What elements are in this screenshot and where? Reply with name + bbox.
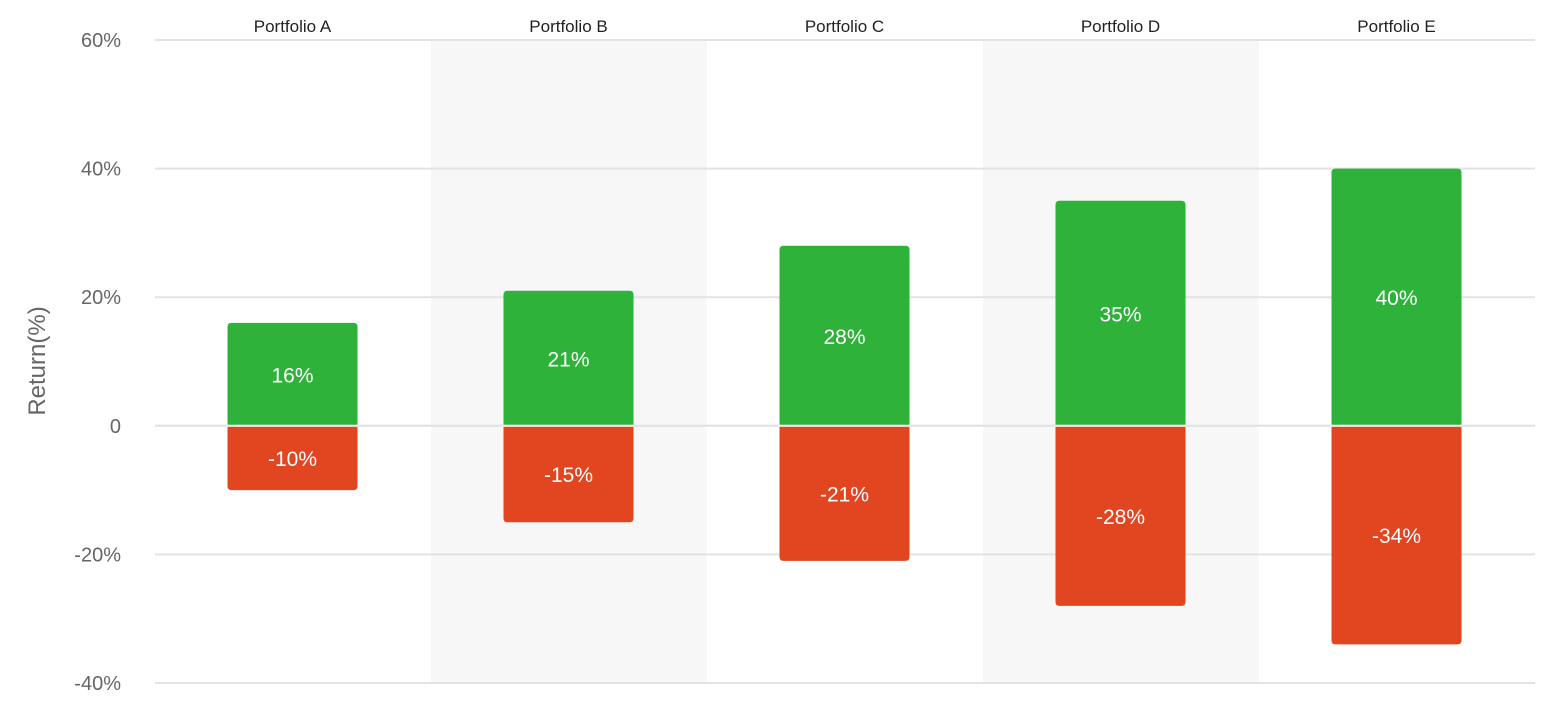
bar-value-label: 35% — [1099, 303, 1141, 326]
positive-bar — [1055, 200, 1186, 426]
positive-bar — [227, 322, 358, 426]
category-label: Portfolio A — [254, 17, 332, 36]
y-axis-title: Return(%) — [24, 306, 51, 415]
bar-value-label: 16% — [271, 364, 313, 387]
y-axis-ticks: 60% 40% 20% 0 -20% -40% — [74, 30, 121, 695]
y-tick-label: -20% — [74, 544, 121, 566]
category-labels: Portfolio A Portfolio B Portfolio C Portfol… — [254, 17, 1436, 36]
negative-bar — [503, 425, 634, 523]
category-label: Portfolio E — [1357, 17, 1435, 36]
positive-bar — [779, 245, 910, 426]
bar-value-label: 40% — [1375, 287, 1417, 310]
negative-bar — [779, 425, 910, 561]
bar-value-label: -15% — [544, 464, 593, 487]
bar-value-label: -28% — [1096, 506, 1145, 529]
negative-bar — [1055, 425, 1186, 606]
y-tick-label: 20% — [81, 287, 121, 309]
negative-bar — [1331, 425, 1462, 645]
category-label: Portfolio B — [529, 17, 607, 36]
bars — [227, 168, 1462, 645]
y-tick-label: 60% — [81, 30, 121, 52]
bar-value-labels: 16% 21% 28% 35% 40% -10% -15% -21% -28% -34% — [268, 287, 1421, 548]
bar-value-label: 28% — [823, 326, 865, 349]
positive-bar — [1331, 168, 1462, 426]
bar-value-label: -34% — [1372, 525, 1421, 548]
y-tick-label: 0 — [110, 416, 121, 438]
category-label: Portfolio D — [1081, 17, 1160, 36]
y-tick-label: -40% — [74, 673, 121, 695]
negative-bar — [227, 425, 358, 491]
bar-value-label: 21% — [547, 348, 589, 371]
category-label: Portfolio C — [805, 17, 884, 36]
bar-value-label: -10% — [268, 448, 317, 471]
bar-value-label: -21% — [820, 483, 869, 506]
positive-bar — [503, 290, 634, 426]
y-tick-label: 40% — [81, 159, 121, 181]
